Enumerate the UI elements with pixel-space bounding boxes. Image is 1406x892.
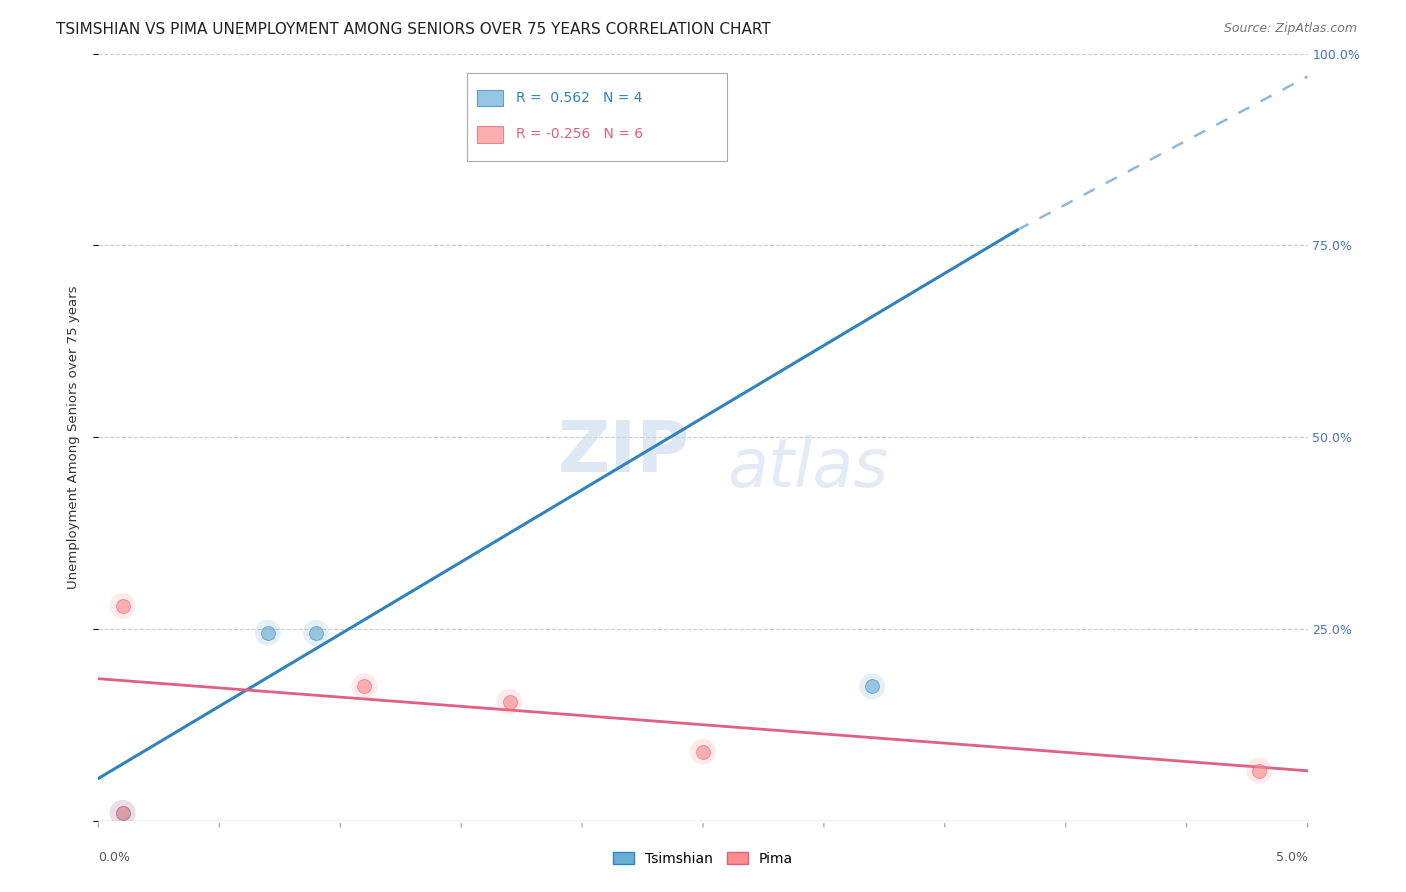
Point (111, 805, 134, 820)
FancyBboxPatch shape (477, 89, 503, 106)
Point (692, 745, 714, 759)
Point (498, 695, 520, 709)
Point (305, 625, 328, 640)
Point (111, 599, 134, 613)
Point (1249, 764, 1271, 778)
Point (498, 695, 520, 709)
Point (111, 805, 134, 820)
Point (111, 805, 134, 820)
Point (111, 599, 134, 613)
Text: atlas: atlas (727, 434, 889, 500)
Point (256, 625, 278, 640)
Text: Source: ZipAtlas.com: Source: ZipAtlas.com (1223, 22, 1357, 36)
Point (256, 625, 278, 640)
Point (353, 680, 375, 694)
Point (860, 680, 883, 694)
Point (111, 805, 134, 820)
Y-axis label: Unemployment Among Seniors over 75 years: Unemployment Among Seniors over 75 years (67, 285, 80, 589)
Point (692, 745, 714, 759)
Text: 5.0%: 5.0% (1275, 851, 1308, 864)
FancyBboxPatch shape (467, 73, 727, 161)
Text: 0.0%: 0.0% (98, 851, 131, 864)
Legend: Tsimshian, Pima: Tsimshian, Pima (607, 847, 799, 871)
Point (353, 680, 375, 694)
Point (305, 625, 328, 640)
Point (860, 680, 883, 694)
Text: ZIP: ZIP (558, 418, 690, 487)
Text: R = -0.256   N = 6: R = -0.256 N = 6 (516, 127, 643, 141)
Text: R =  0.562   N = 4: R = 0.562 N = 4 (516, 91, 643, 105)
FancyBboxPatch shape (477, 126, 503, 143)
Point (1249, 764, 1271, 778)
Text: TSIMSHIAN VS PIMA UNEMPLOYMENT AMONG SENIORS OVER 75 YEARS CORRELATION CHART: TSIMSHIAN VS PIMA UNEMPLOYMENT AMONG SEN… (56, 22, 770, 37)
